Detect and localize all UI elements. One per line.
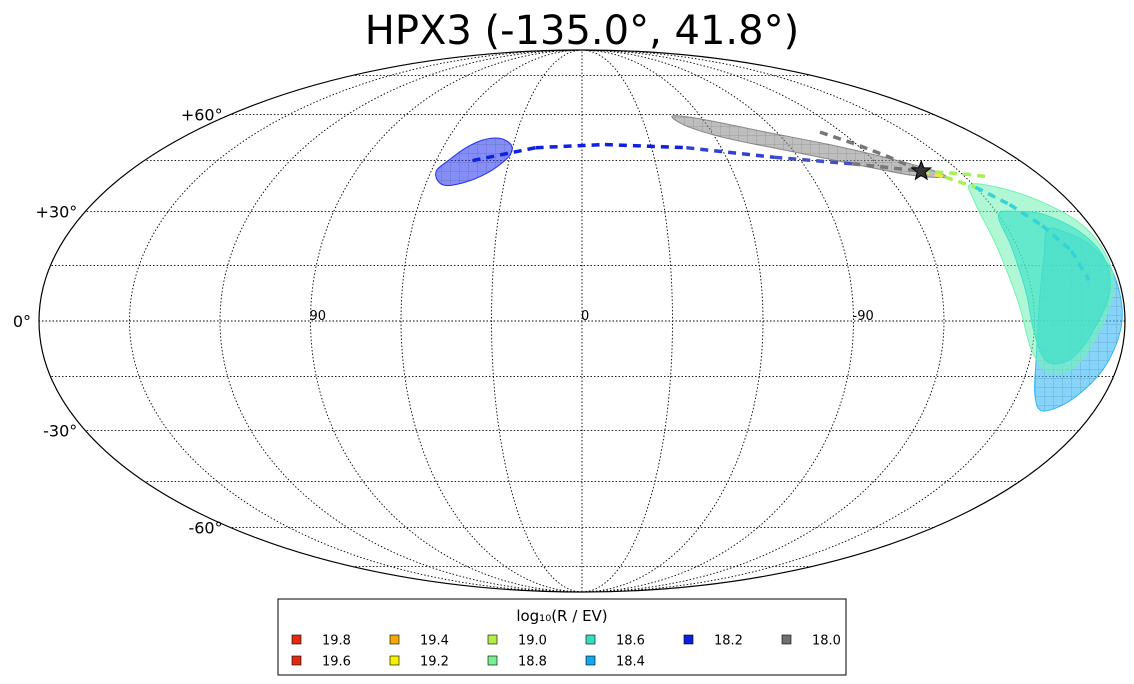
legend-label: 19.4: [420, 634, 449, 649]
lat-tick-label: +60°: [181, 105, 223, 124]
lat-tick-label: -30°: [43, 422, 77, 441]
lon-tick-label: 0: [581, 309, 589, 324]
sky-boundary: [38, 49, 1126, 593]
region-18-6: [997, 210, 1111, 365]
lat-tick-labels: +60° +30° 0° -30° -60°: [13, 105, 223, 537]
lat-tick-label: 0°: [13, 312, 31, 331]
chart-title: HPX3 (-135.0°, 41.8°): [365, 8, 799, 54]
legend-swatch: [389, 655, 400, 666]
lon-tick-labels: 90 0 -90: [310, 309, 874, 324]
legend-label: 18.8: [518, 655, 547, 670]
legend-frame: [277, 598, 847, 676]
legend-label: 19.0: [518, 634, 547, 649]
legend-swatch: [291, 655, 302, 666]
track-branch-gray: [819, 130, 922, 173]
legend-label: 18.6: [616, 634, 645, 649]
legend: log₁₀(R / EV) 19.8 19.6 19.4 19.2 19.0 18.8 18…: [277, 598, 847, 676]
legend-label: 19.6: [322, 655, 351, 670]
legend-label: 19.2: [420, 655, 449, 670]
legend-swatch: [585, 634, 596, 645]
meridian-line: [129, 49, 583, 593]
legend-swatch: [683, 634, 694, 645]
track-segment: [852, 162, 922, 173]
lon-tick-label: -90: [853, 309, 874, 324]
track-segment: [686, 145, 775, 160]
track-layer: [472, 130, 1091, 282]
track-segment: [1008, 203, 1044, 228]
track-segment: [472, 145, 536, 163]
meridian-line: [581, 49, 764, 593]
track-segment: [944, 175, 977, 189]
legend-swatch: [291, 634, 302, 645]
lat-tick-label: +30°: [36, 203, 78, 222]
meridian-line: [581, 49, 945, 593]
meridian-line: [491, 49, 583, 593]
legend-label: 18.2: [714, 634, 743, 649]
graticule: [39, 49, 1125, 593]
legend-title: log₁₀(R / EV): [516, 607, 607, 625]
source-star-marker: [910, 159, 933, 181]
lat-tick-label: -60°: [188, 519, 222, 538]
meridian-line: [400, 49, 583, 593]
lon-tick-label: 90: [310, 309, 327, 324]
legend-swatch: [487, 634, 498, 645]
legend-swatch: [781, 634, 792, 645]
track-segment: [1070, 250, 1091, 282]
meridian-line: [581, 49, 1035, 593]
meridian-line: [219, 49, 583, 593]
source-marker-layer: [910, 159, 933, 181]
legend-swatch: [389, 634, 400, 645]
meridian-line: [581, 49, 673, 593]
track-segment: [535, 142, 605, 150]
legend-label: 18.0: [812, 634, 841, 649]
legend-swatch: [585, 655, 596, 666]
track-segment: [1041, 224, 1073, 253]
track-segment: [974, 185, 1011, 207]
legend-label: 18.4: [616, 655, 645, 670]
track-branch-green: [921, 169, 992, 179]
region-hatch-18-0: [671, 115, 946, 178]
legend-label: 19.8: [322, 634, 351, 649]
legend-swatch: [487, 655, 498, 666]
